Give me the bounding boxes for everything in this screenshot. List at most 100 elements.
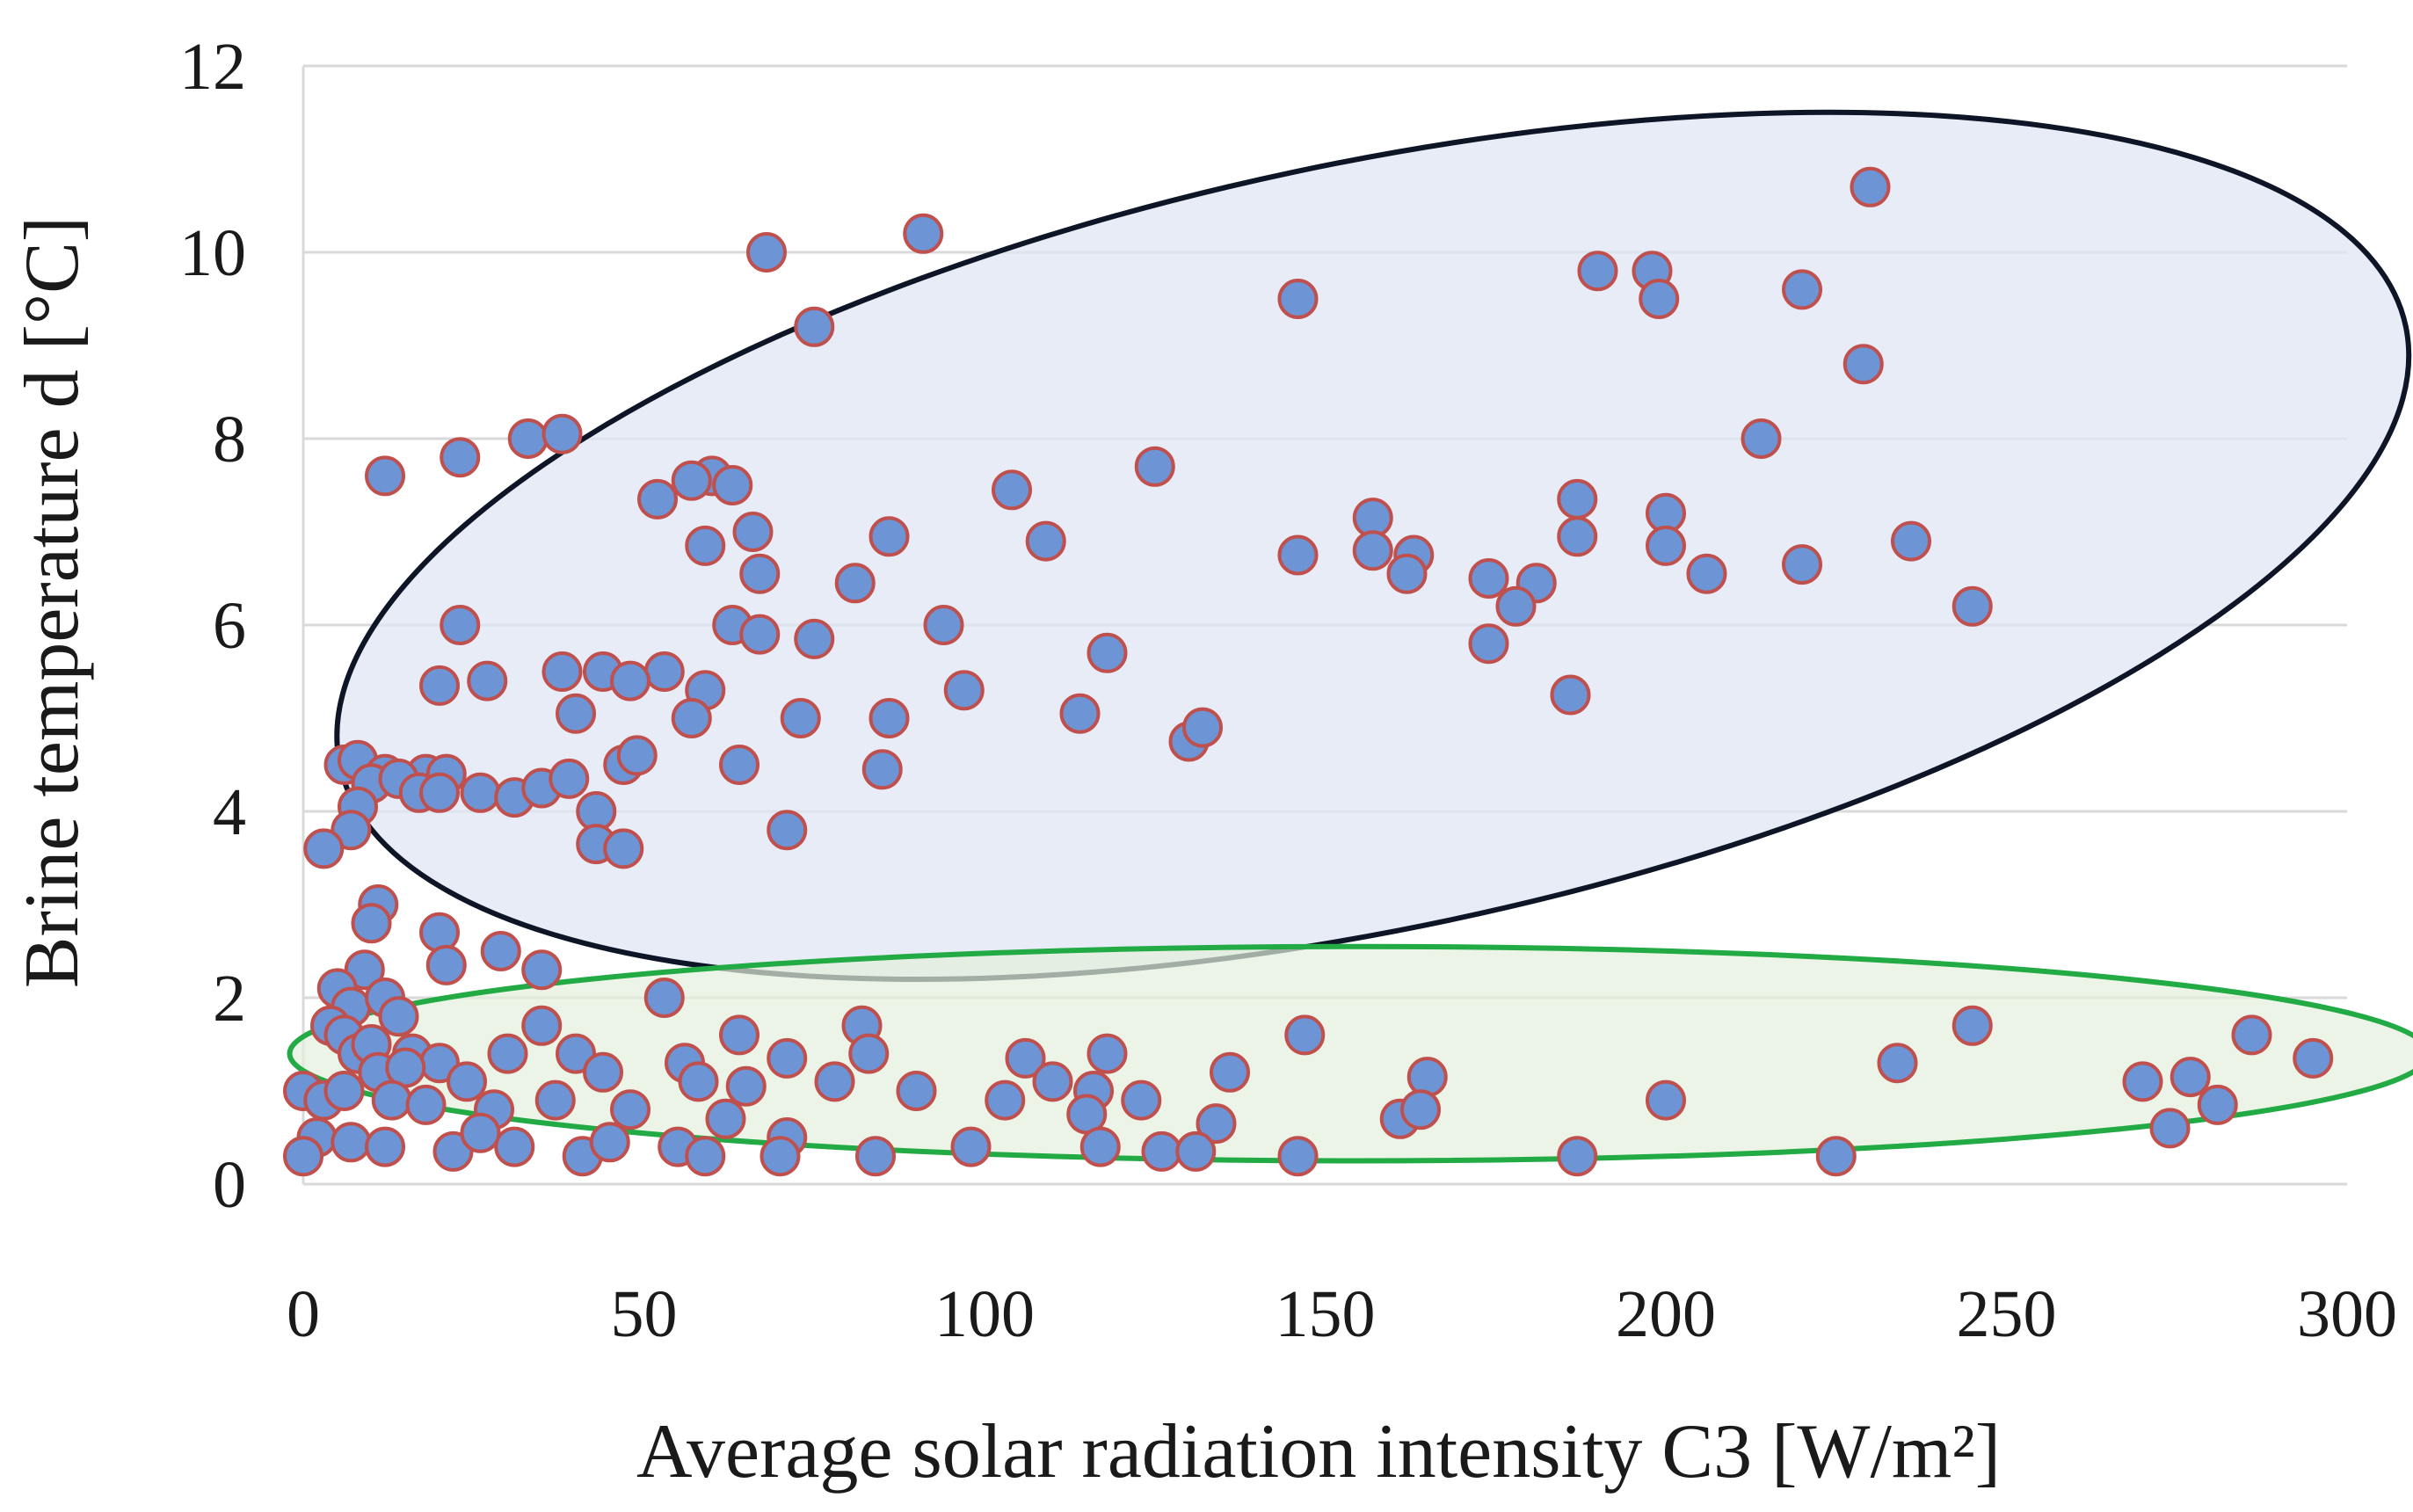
data-point — [719, 1014, 760, 1056]
data-point — [331, 810, 372, 851]
data-point — [767, 1037, 808, 1079]
data-point — [365, 455, 405, 497]
data-point — [432, 1130, 474, 1172]
data-point — [583, 1051, 623, 1093]
data-point — [671, 460, 712, 501]
data-point — [1032, 1061, 1073, 1102]
data-point — [425, 944, 467, 985]
data-point — [1842, 344, 1884, 385]
data-point — [896, 1071, 937, 1111]
data-point — [739, 553, 781, 594]
data-point — [460, 1112, 501, 1153]
data-point — [556, 1033, 596, 1074]
data-point — [507, 418, 549, 459]
y-tick-label: 2 — [213, 962, 246, 1036]
data-point — [1891, 520, 1931, 562]
data-point — [1210, 1051, 1250, 1093]
data-point — [780, 698, 821, 738]
data-point — [1141, 1130, 1182, 1172]
data-point — [1550, 674, 1591, 716]
y-tick-label: 8 — [213, 403, 246, 476]
data-point — [1951, 1005, 1993, 1046]
data-point — [419, 665, 460, 706]
data-point — [440, 605, 481, 645]
data-point — [1134, 446, 1175, 487]
data-point — [1182, 707, 1223, 748]
data-point — [923, 605, 964, 645]
data-point — [794, 306, 835, 347]
data-point — [1577, 251, 1618, 292]
x-axis-title: Average solar radiation intensity C3 [W/… — [636, 1409, 2001, 1494]
data-point — [303, 828, 345, 869]
data-point — [1782, 269, 1822, 310]
data-point — [794, 618, 835, 659]
data-point — [2149, 1108, 2191, 1149]
data-point — [419, 912, 460, 953]
data-point — [610, 660, 650, 701]
data-point — [834, 563, 876, 604]
data-point — [494, 1126, 535, 1167]
data-point — [2293, 1037, 2334, 1079]
data-point — [869, 516, 910, 557]
y-tick-label: 0 — [213, 1148, 246, 1222]
data-point — [344, 949, 385, 991]
data-point — [371, 1079, 412, 1121]
data-point — [331, 1122, 372, 1163]
x-axis-ticks: 0 50 100 150 200 250 300 — [287, 1277, 2397, 1351]
data-point — [365, 1126, 405, 1167]
data-point — [848, 1033, 890, 1074]
data-point — [521, 949, 563, 991]
data-point — [447, 1061, 487, 1102]
data-point — [1557, 516, 1598, 557]
data-point — [1639, 279, 1680, 319]
data-point — [589, 1122, 630, 1163]
x-tick-label: 300 — [2297, 1277, 2397, 1351]
data-point — [746, 232, 787, 273]
data-point — [610, 1089, 650, 1130]
data-point — [671, 698, 712, 738]
data-point — [1400, 1089, 1441, 1130]
data-point — [985, 1079, 1026, 1121]
data-point — [739, 614, 781, 655]
data-point — [2197, 1084, 2238, 1125]
data-point — [1495, 585, 1537, 627]
data-point — [712, 465, 753, 505]
data-point — [1406, 1057, 1448, 1098]
data-point — [467, 660, 508, 701]
data-point — [1815, 1136, 1857, 1177]
x-tick-label: 0 — [287, 1277, 320, 1351]
y-tick-label: 6 — [213, 589, 246, 663]
data-point — [1121, 1079, 1162, 1121]
y-tick-label: 4 — [213, 775, 246, 849]
data-point — [1557, 1136, 1598, 1177]
data-point — [283, 1136, 323, 1177]
data-point — [685, 1136, 726, 1177]
data-point — [405, 1084, 447, 1125]
x-tick-label: 100 — [934, 1277, 1035, 1351]
data-point — [351, 903, 392, 944]
data-point — [419, 772, 460, 813]
data-point — [719, 745, 760, 785]
data-point — [616, 735, 658, 776]
data-point — [1468, 623, 1509, 665]
y-axis-ticks: 0 2 4 6 8 10 12 — [179, 30, 246, 1222]
cluster-regions — [287, 109, 2413, 1164]
data-point — [556, 693, 596, 734]
data-point — [855, 1136, 896, 1177]
data-point — [943, 670, 985, 711]
data-point — [2170, 1057, 2211, 1098]
x-tick-label: 50 — [611, 1277, 678, 1351]
data-point — [2122, 1061, 2163, 1102]
data-point — [1277, 534, 1319, 576]
x-tick-label: 250 — [1957, 1277, 2057, 1351]
data-points — [283, 166, 2334, 1177]
data-point — [549, 758, 590, 799]
data-point — [487, 1033, 528, 1074]
data-point — [643, 978, 685, 1018]
data-point — [603, 828, 644, 869]
data-point — [705, 1098, 746, 1139]
data-point — [1741, 418, 1782, 459]
data-point — [992, 469, 1032, 511]
data-point — [1646, 525, 1686, 566]
